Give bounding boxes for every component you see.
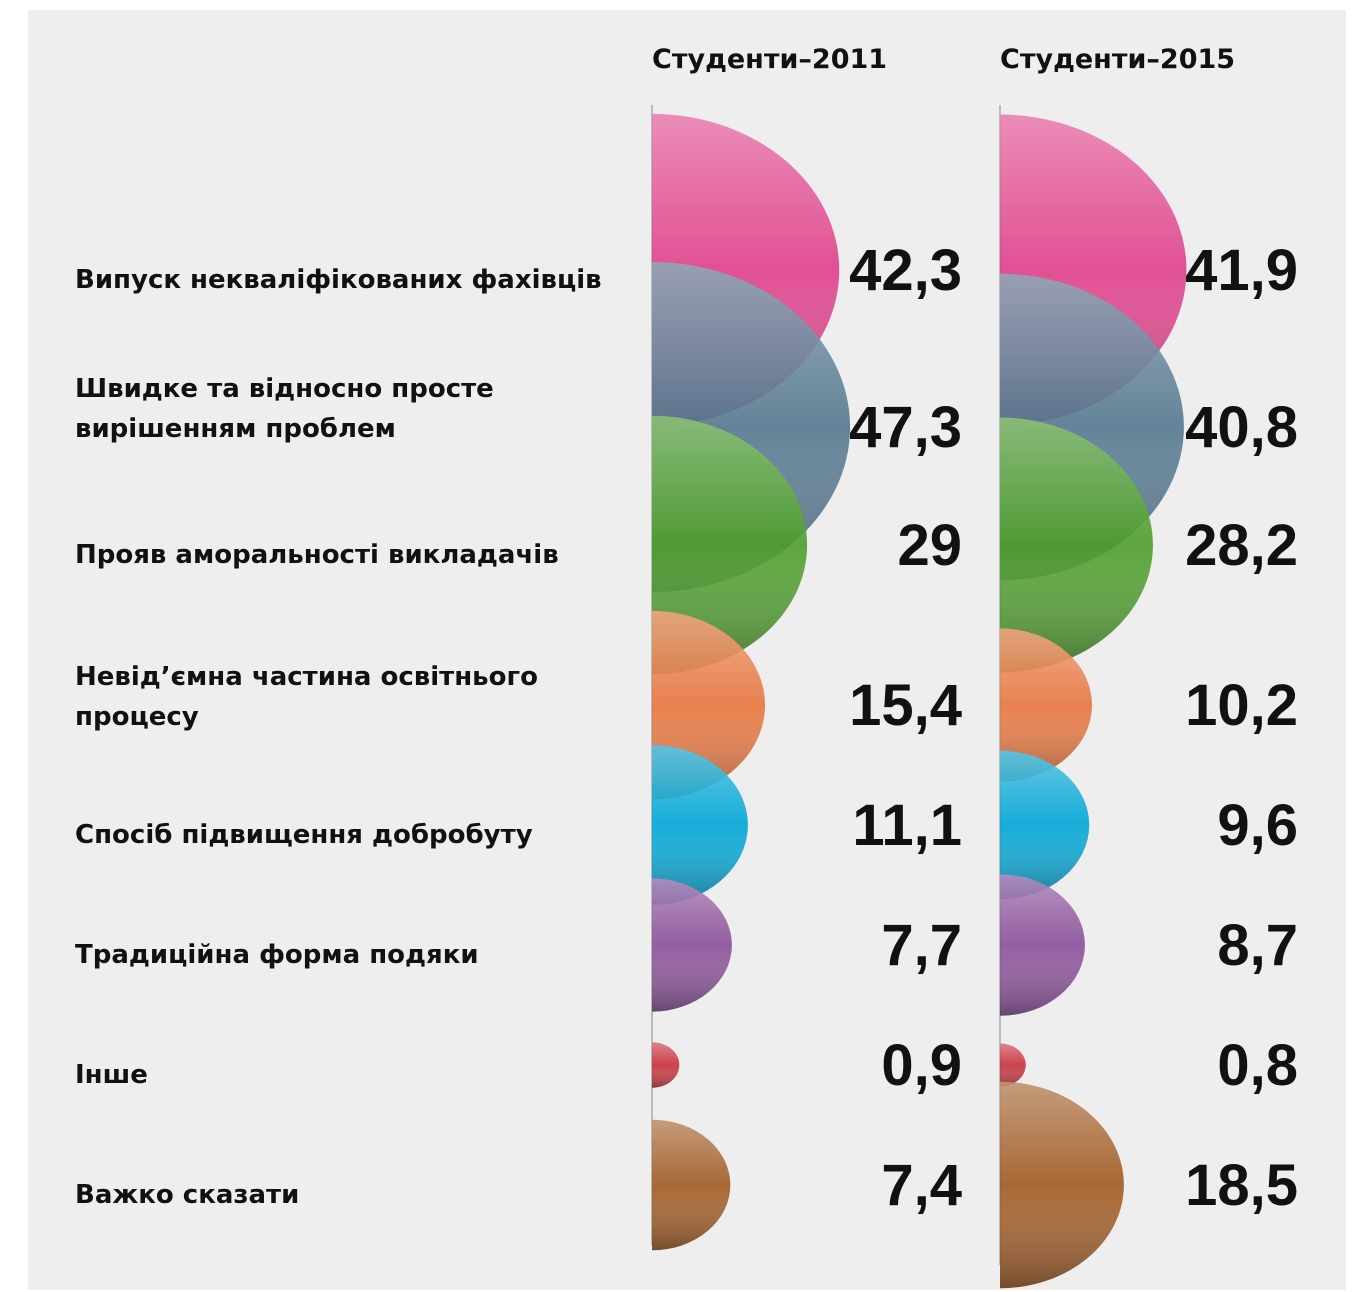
bubble	[652, 1042, 680, 1088]
value-label: 8,7	[1217, 913, 1298, 978]
value-label: 42,3	[849, 238, 962, 303]
bubble	[1000, 1043, 1026, 1087]
bubble-shade	[1000, 874, 1085, 1016]
bubble-shade	[1000, 750, 1090, 900]
category-label: Інше	[75, 1060, 148, 1090]
bubble-shade	[1000, 1043, 1026, 1087]
value-label: 18,5	[1185, 1153, 1298, 1218]
bubble	[1000, 750, 1090, 900]
category-label: вирішенням проблем	[75, 414, 396, 444]
value-label: 41,9	[1185, 238, 1298, 303]
bubble	[1000, 874, 1085, 1016]
category-label: Невід’ємна частина освітнього	[75, 662, 538, 692]
category-label: процесу	[75, 702, 199, 732]
value-label: 0,8	[1217, 1033, 1298, 1098]
category-label: Швидке та відносно просте	[75, 374, 494, 404]
bubble	[652, 878, 732, 1012]
value-label: 29	[897, 513, 962, 578]
bubble-shade	[652, 745, 748, 905]
value-label: 28,2	[1185, 513, 1298, 578]
bubble-shade	[652, 415, 808, 675]
value-label: 11,1	[852, 793, 962, 858]
value-label: 7,4	[881, 1153, 962, 1218]
bubble-shade	[1000, 1081, 1124, 1289]
series-header: Студенти–2015	[1000, 44, 1235, 75]
bubble-shade	[652, 1042, 680, 1088]
category-label: Традиційна форма подяки	[75, 940, 479, 970]
series-header: Студенти–2011	[652, 44, 887, 75]
value-label: 10,2	[1185, 673, 1298, 738]
category-label: Прояв аморальності викладачів	[75, 540, 559, 570]
bubble	[652, 745, 748, 905]
bubble-shade	[652, 1119, 731, 1251]
category-label: Спосіб підвищення добробуту	[75, 820, 533, 850]
bubble	[1000, 1081, 1124, 1289]
bubble-shade	[1000, 628, 1092, 782]
bubble	[652, 1119, 731, 1251]
category-label: Випуск некваліфікованих фахівців	[75, 265, 602, 295]
value-label: 15,4	[849, 673, 962, 738]
value-label: 40,8	[1185, 395, 1298, 460]
value-label: 0,9	[881, 1033, 962, 1098]
value-label: 9,6	[1217, 793, 1298, 858]
value-label: 47,3	[849, 395, 962, 460]
bubble-shade	[1000, 417, 1153, 673]
bubble-shade	[652, 878, 732, 1012]
bubble	[652, 415, 808, 675]
bubble	[1000, 417, 1153, 673]
category-label: Важко сказати	[75, 1180, 299, 1210]
value-label: 7,7	[881, 913, 962, 978]
bubble	[1000, 628, 1092, 782]
